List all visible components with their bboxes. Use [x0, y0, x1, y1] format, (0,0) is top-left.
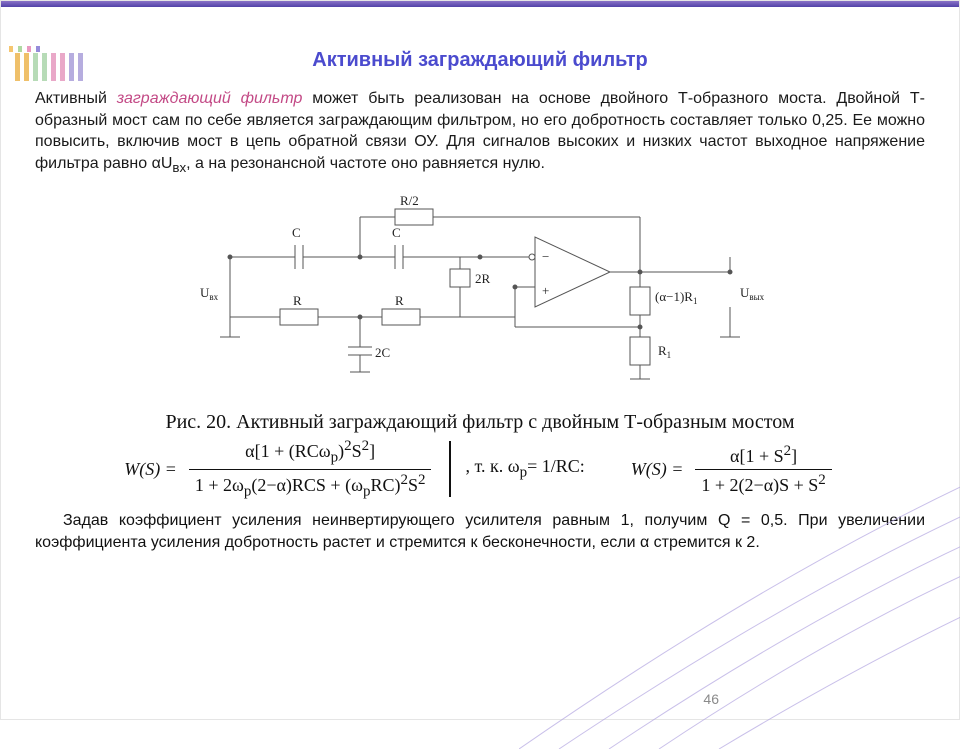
svg-text:R/2: R/2 — [400, 193, 419, 208]
svg-text:R: R — [395, 293, 404, 308]
eq-lhs: W(S) = — [124, 459, 177, 480]
eq-rhs: W(S) = — [631, 459, 684, 480]
intro-accent: заграждающий фильтр — [117, 90, 303, 107]
svg-text:Uвых: Uвых — [740, 285, 765, 302]
svg-text:C: C — [392, 225, 401, 240]
svg-text:C: C — [292, 225, 301, 240]
svg-text:2C: 2C — [375, 345, 390, 360]
intro-tail: , а на резонансной частоте оно равняется… — [186, 155, 545, 172]
page-number: 46 — [703, 691, 719, 707]
svg-text:R: R — [293, 293, 302, 308]
svg-text:2R: 2R — [475, 271, 491, 286]
slide-title: Активный заграждающий фильтр — [1, 49, 959, 72]
eq-frac-1: α[1 + (RCωр)2S2] 1 + 2ωр(2−α)RCS + (ωрRC… — [185, 438, 436, 500]
figure-caption: Рис. 20. Активный заграждающий фильтр с … — [1, 411, 959, 434]
eq-frac-2: α[1 + S2] 1 + 2(2−α)S + S2 — [691, 443, 835, 496]
intro-u: Uвх — [161, 155, 186, 172]
svg-text:Uвх: Uвх — [200, 285, 219, 302]
circuit-svg: Uвх C C R/2 R — [170, 187, 790, 407]
header-bar — [1, 1, 959, 7]
svg-text:R1: R1 — [658, 343, 671, 360]
eval-bar — [449, 441, 451, 497]
eq-middle: , т. к. ωр= 1/RC: — [465, 456, 584, 482]
decor-bars — [15, 53, 83, 81]
equation-row: W(S) = α[1 + (RCωр)2S2] 1 + 2ωр(2−α)RCS … — [1, 438, 959, 500]
svg-text:−: − — [542, 249, 549, 264]
intro-paragraph: Активный заграждающий фильтр может быть … — [35, 88, 925, 177]
svg-text:(α−1)R1: (α−1)R1 — [655, 289, 697, 306]
svg-text:+: + — [542, 283, 549, 298]
circuit-figure: Uвх C C R/2 R — [1, 187, 959, 407]
intro-pre: Активный — [35, 90, 117, 107]
closing-paragraph: Задав коэффициент усиления неинвертирующ… — [35, 510, 925, 553]
